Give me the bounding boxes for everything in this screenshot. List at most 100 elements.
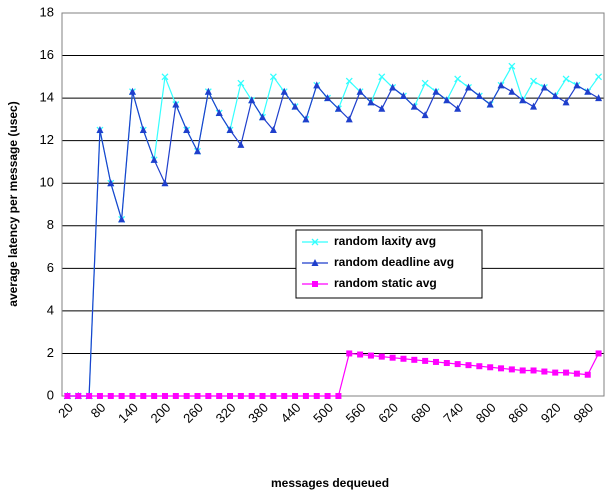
- x-axis-label: messages dequeued: [271, 476, 389, 490]
- marker: [584, 87, 592, 95]
- legend-label: random laxity avg: [334, 234, 436, 248]
- marker: [292, 393, 299, 399]
- marker: [302, 115, 310, 123]
- marker: [497, 81, 505, 89]
- legend-label: random static avg: [334, 276, 437, 290]
- x-tick-label: 440: [278, 400, 304, 426]
- marker: [563, 369, 570, 376]
- marker: [400, 355, 407, 362]
- marker: [183, 393, 190, 399]
- marker: [465, 83, 472, 91]
- legend-marker: [311, 238, 319, 246]
- marker: [454, 75, 462, 83]
- x-tick-label: 560: [343, 400, 369, 426]
- marker: [508, 366, 515, 373]
- y-tick-label: 0: [47, 387, 54, 402]
- legend: random laxity avg random deadline avg rand…: [295, 229, 483, 299]
- marker: [508, 87, 516, 95]
- marker: [476, 363, 483, 370]
- marker: [487, 364, 494, 371]
- marker: [259, 393, 266, 399]
- series-line: [67, 84, 599, 397]
- marker: [140, 393, 147, 399]
- marker: [346, 350, 353, 357]
- y-tick-label: 14: [40, 90, 54, 105]
- marker: [151, 393, 158, 399]
- marker: [584, 371, 591, 378]
- marker: [194, 393, 201, 399]
- marker: [226, 126, 234, 134]
- x-tick-label: 260: [180, 400, 206, 426]
- marker: [345, 115, 353, 123]
- x-tick-label: 200: [148, 400, 174, 426]
- marker: [183, 126, 191, 134]
- marker: [573, 81, 581, 89]
- marker: [64, 393, 71, 399]
- marker: [96, 393, 103, 399]
- marker: [270, 393, 277, 399]
- x-tick-label: 380: [245, 400, 271, 426]
- marker: [552, 369, 559, 376]
- marker: [324, 393, 331, 399]
- marker: [237, 393, 244, 399]
- marker: [530, 77, 537, 85]
- marker: [172, 100, 180, 108]
- marker: [205, 393, 212, 399]
- marker: [129, 393, 136, 399]
- marker: [422, 357, 429, 364]
- marker: [128, 87, 136, 95]
- marker: [237, 140, 245, 148]
- marker: [161, 393, 168, 399]
- marker: [172, 393, 179, 399]
- marker: [107, 393, 114, 399]
- marker: [562, 98, 570, 106]
- marker: [150, 155, 158, 163]
- x-tick-label: 920: [538, 400, 564, 426]
- marker: [281, 393, 288, 399]
- x-tick-label: 980: [570, 400, 596, 426]
- marker: [161, 73, 169, 81]
- marker: [530, 367, 537, 374]
- marker: [86, 393, 93, 399]
- legend-box: [295, 229, 483, 299]
- marker: [237, 79, 245, 87]
- x-tick-label: 740: [440, 400, 466, 426]
- y-tick-label: 12: [40, 132, 54, 147]
- marker: [367, 352, 374, 359]
- x-tick-label: 860: [505, 400, 531, 426]
- plot-border: [61, 12, 605, 397]
- marker: [595, 73, 603, 81]
- marker: [280, 87, 288, 95]
- marker: [486, 100, 494, 108]
- marker: [118, 393, 125, 399]
- marker: [595, 94, 603, 102]
- marker: [541, 368, 548, 375]
- legend-label: random deadline avg: [334, 255, 454, 269]
- marker: [216, 393, 223, 399]
- marker: [573, 370, 580, 377]
- marker: [204, 87, 212, 95]
- marker: [334, 104, 342, 112]
- legend-marker: [312, 281, 318, 287]
- marker: [118, 215, 126, 223]
- marker: [291, 102, 299, 110]
- marker: [357, 351, 364, 358]
- marker: [345, 77, 353, 85]
- x-tick-label: 80: [88, 400, 109, 421]
- marker: [96, 126, 104, 134]
- marker: [475, 91, 483, 99]
- marker: [551, 91, 559, 99]
- marker: [498, 365, 505, 372]
- marker: [248, 393, 255, 399]
- marker: [313, 393, 320, 399]
- x-tick-label: 500: [310, 400, 336, 426]
- marker: [421, 111, 429, 119]
- marker: [356, 87, 364, 95]
- marker: [443, 360, 450, 367]
- marker: [324, 94, 332, 102]
- x-tick-label: 320: [213, 400, 239, 426]
- y-tick-label: 8: [47, 217, 54, 232]
- marker: [540, 83, 548, 91]
- marker: [269, 126, 277, 134]
